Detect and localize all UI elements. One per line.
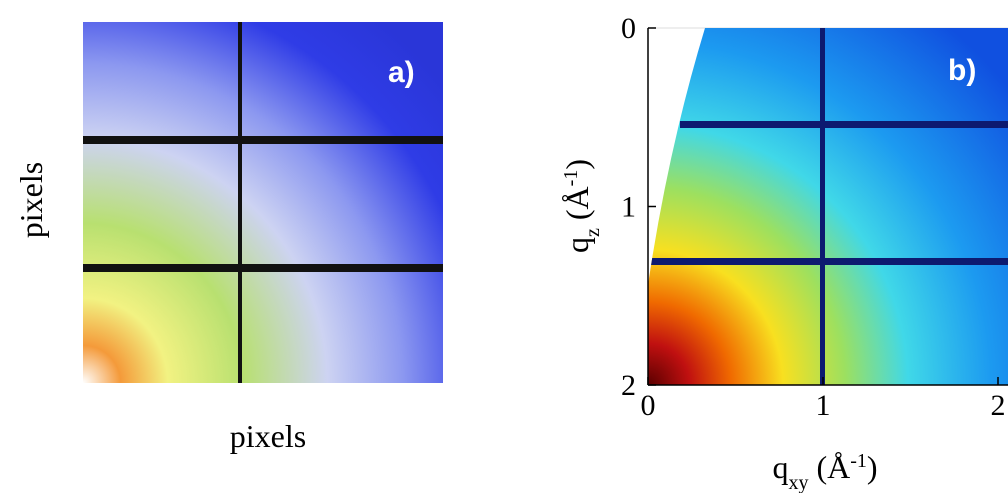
detector-gap [648, 258, 1008, 265]
x-tick-label: 2 [991, 389, 1006, 422]
detector-gap [680, 121, 1008, 128]
label-part: xy [788, 472, 808, 493]
detector-gap [820, 28, 825, 385]
panel-label: a) [388, 56, 415, 89]
x-axis-label: qxy (Å-1) [772, 449, 877, 493]
x-tick-label: 1 [816, 389, 831, 422]
y-tick-label: 1 [621, 191, 636, 224]
y-tick-label: 2 [621, 369, 636, 402]
panel-label: b) [948, 54, 976, 87]
detector-gap [83, 136, 443, 144]
detector-gap [83, 264, 443, 272]
y-axis-label: qz (Å-1) [559, 159, 604, 253]
label-part: q [559, 237, 595, 253]
label-part: z [582, 228, 604, 237]
label-part: q [772, 449, 788, 485]
x-tick-label: 0 [641, 389, 656, 422]
label-part: -1 [850, 450, 867, 472]
label-part: (Å [808, 449, 850, 485]
label-part: ) [559, 159, 595, 170]
detector-image [83, 22, 443, 383]
label-part: (Å [559, 186, 595, 228]
x-axis-label: pixels [230, 418, 306, 454]
panel-a: a) pixels pixels [13, 22, 443, 454]
y-tick-label: 0 [621, 12, 636, 45]
y-axis-label: pixels [13, 162, 49, 238]
detector-gap [238, 22, 242, 383]
label-part: ) [867, 449, 878, 485]
label-part: -1 [560, 170, 582, 187]
q-space-image [648, 28, 1008, 385]
